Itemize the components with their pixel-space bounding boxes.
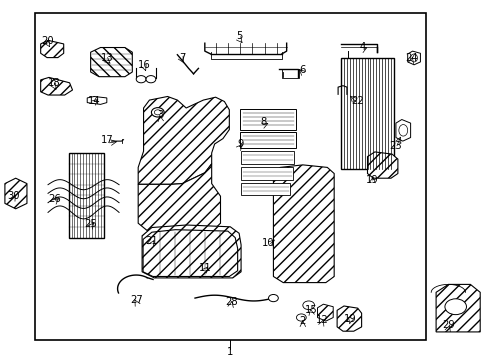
Bar [35, 13, 426, 340]
Text: 14: 14 [88, 96, 100, 106]
Text: 5: 5 [236, 31, 243, 41]
Ellipse shape [411, 54, 417, 62]
Circle shape [269, 294, 278, 302]
Text: 10: 10 [262, 238, 275, 248]
Text: 29: 29 [442, 320, 455, 330]
Circle shape [154, 110, 161, 115]
Polygon shape [87, 96, 107, 104]
Text: 24: 24 [405, 53, 418, 63]
Text: 26: 26 [49, 194, 61, 204]
Ellipse shape [399, 125, 408, 136]
Circle shape [445, 299, 466, 315]
Text: 16: 16 [138, 60, 151, 70]
Text: 7: 7 [179, 53, 186, 63]
Text: 1: 1 [227, 347, 234, 357]
Text: 12: 12 [316, 315, 329, 325]
Text: 11: 11 [198, 263, 211, 273]
Text: 21: 21 [146, 236, 158, 246]
Circle shape [296, 314, 306, 321]
Text: 3: 3 [157, 110, 163, 120]
Bar [282, 69, 299, 78]
Text: 19: 19 [344, 314, 357, 324]
Bar [241, 151, 294, 164]
Text: 20: 20 [42, 36, 54, 46]
Text: 6: 6 [299, 65, 306, 75]
Circle shape [303, 301, 315, 310]
Text: 22: 22 [351, 96, 364, 106]
Text: 27: 27 [130, 294, 143, 305]
Text: 2: 2 [299, 316, 306, 327]
Text: 13: 13 [100, 53, 113, 63]
Polygon shape [273, 165, 334, 283]
Text: 8: 8 [261, 117, 267, 127]
Text: 19: 19 [366, 175, 379, 185]
Circle shape [146, 76, 156, 83]
Polygon shape [337, 306, 362, 331]
Bar [240, 132, 296, 148]
Bar [241, 183, 290, 195]
Polygon shape [41, 40, 64, 58]
Text: 28: 28 [225, 297, 238, 307]
Polygon shape [142, 225, 241, 278]
Polygon shape [138, 96, 229, 184]
Polygon shape [396, 120, 411, 141]
Polygon shape [5, 178, 27, 209]
Bar [341, 58, 394, 169]
Text: 15: 15 [305, 305, 318, 315]
Text: 17: 17 [100, 135, 113, 145]
Text: 18: 18 [48, 78, 60, 88]
Polygon shape [138, 164, 220, 230]
Text: 4: 4 [360, 42, 366, 52]
Circle shape [136, 76, 146, 83]
Polygon shape [91, 48, 132, 77]
Polygon shape [41, 77, 73, 95]
Bar [240, 109, 296, 130]
Polygon shape [368, 152, 398, 178]
Circle shape [151, 108, 164, 117]
Text: 23: 23 [390, 141, 402, 151]
Polygon shape [143, 230, 238, 276]
Bar [69, 153, 104, 238]
Polygon shape [408, 51, 420, 65]
Text: 9: 9 [237, 139, 244, 149]
Polygon shape [436, 284, 480, 332]
Bar [241, 167, 293, 180]
Text: 30: 30 [7, 191, 20, 201]
Text: 25: 25 [84, 219, 97, 229]
Polygon shape [318, 304, 333, 321]
